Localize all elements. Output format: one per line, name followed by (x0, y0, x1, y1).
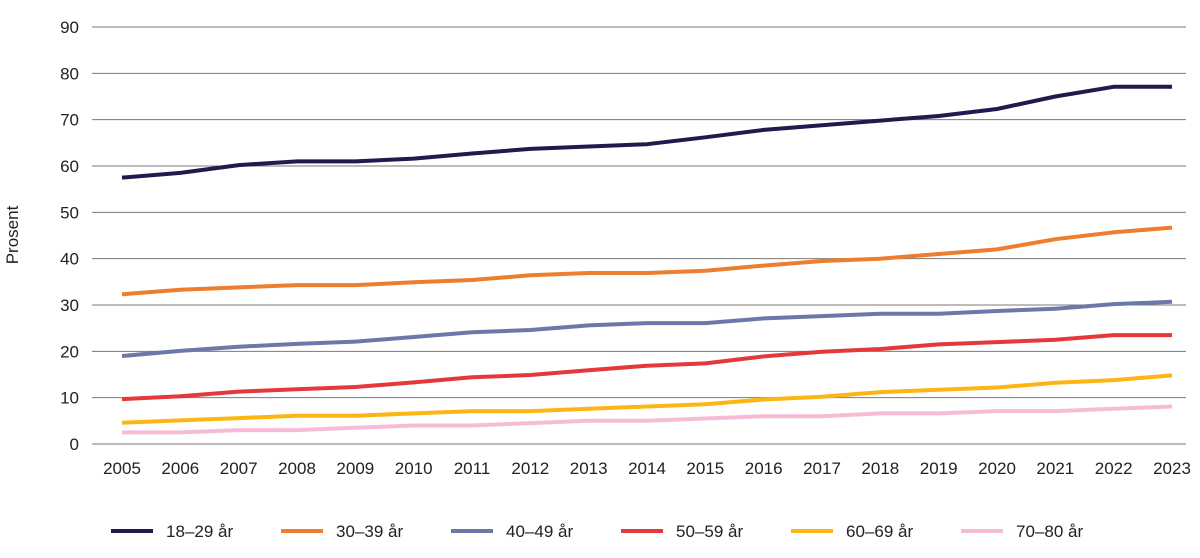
y-tick-label: 90 (60, 18, 79, 37)
x-tick-label: 2009 (336, 459, 374, 478)
legend-item: 60–69 år (791, 522, 913, 541)
legend-label: 18–29 år (166, 522, 233, 541)
series-line-1 (121, 225, 1173, 297)
x-tick-label: 2006 (161, 459, 199, 478)
legend-label: 30–39 år (336, 522, 403, 541)
x-tick-label: 2017 (803, 459, 841, 478)
legend-item: 50–59 år (621, 522, 743, 541)
x-tick-label: 2005 (103, 459, 141, 478)
legend: 18–29 år 30–39 år 40–49 år 50–59 år 60–69 år… (111, 522, 1083, 541)
x-tick-label: 2016 (745, 459, 783, 478)
x-tick-label: 2008 (278, 459, 316, 478)
x-tick-label: 2022 (1095, 459, 1133, 478)
legend-item: 18–29 år (111, 522, 233, 541)
x-tick-label: 2021 (1036, 459, 1074, 478)
x-tick-label: 2023 (1153, 459, 1191, 478)
x-tick-label: 2011 (454, 459, 491, 478)
gridlines (92, 26, 1186, 445)
series-line-3 (121, 333, 1172, 402)
legend-label: 60–69 år (846, 522, 913, 541)
y-tick-label: 10 (60, 389, 79, 408)
x-tick-label: 2015 (686, 459, 724, 478)
series-line-4 (121, 373, 1173, 425)
series-line-5 (122, 404, 1173, 435)
y-tick-label: 70 (60, 111, 79, 130)
legend-item: 70–80 år (961, 522, 1083, 541)
y-tick-labels: 0 10 20 30 40 50 60 70 80 90 (60, 18, 79, 454)
x-tick-labels: 2005 2006 2007 2008 2009 2010 2011 2012 2013 2014… (103, 459, 1191, 478)
x-tick-label: 2013 (570, 459, 608, 478)
legend-item: 40–49 år (451, 522, 573, 541)
x-tick-label: 2012 (511, 459, 549, 478)
y-tick-label: 0 (70, 435, 79, 454)
y-tick-label: 80 (60, 64, 79, 83)
y-tick-label: 50 (60, 203, 79, 222)
series-line-2 (121, 299, 1173, 358)
x-tick-label: 2007 (220, 459, 258, 478)
y-tick-label: 30 (60, 296, 79, 315)
series-line-0 (121, 84, 1172, 180)
x-tick-label: 2018 (861, 459, 899, 478)
legend-label: 70–80 år (1016, 522, 1083, 541)
x-tick-label: 2014 (628, 459, 666, 478)
y-tick-label: 60 (60, 157, 79, 176)
x-tick-label: 2010 (395, 459, 433, 478)
x-tick-label: 2019 (920, 459, 958, 478)
y-tick-label: 20 (60, 342, 79, 361)
y-tick-label: 40 (60, 250, 79, 269)
x-tick-label: 2020 (978, 459, 1016, 478)
y-axis-title: Prosent (3, 205, 22, 264)
legend-item: 30–39 år (281, 522, 403, 541)
series-lines (121, 84, 1173, 435)
legend-label: 50–59 år (676, 522, 743, 541)
legend-label: 40–49 år (506, 522, 573, 541)
